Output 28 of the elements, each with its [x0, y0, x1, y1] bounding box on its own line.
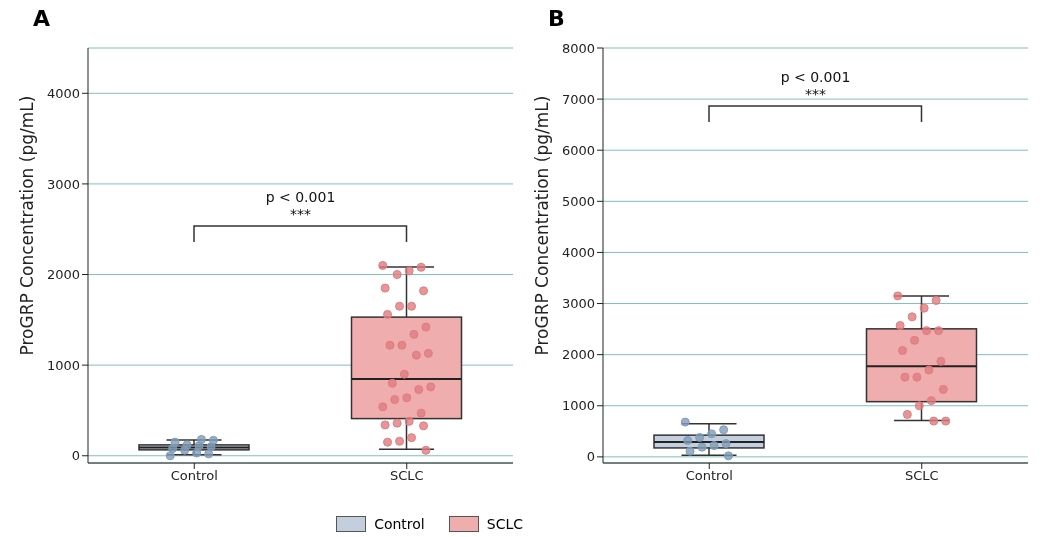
x-tick-label: Control: [170, 468, 218, 484]
annotation: ***: [805, 86, 826, 103]
y-tick-label: 0: [586, 449, 595, 465]
y-tick-label: 6000: [561, 142, 595, 158]
y-axis-title: ProGRP Concentration (pg/mL): [532, 95, 553, 356]
annotation: p < 0.001: [780, 69, 851, 86]
legend-label: Control: [374, 516, 425, 532]
legend-label: SCLC: [486, 516, 523, 532]
y-tick-label: 3000: [561, 296, 595, 312]
y-tick-label: 4000: [561, 245, 595, 261]
chart-title: A: [33, 6, 51, 31]
x-tick-label: SCLC: [904, 468, 939, 484]
y-tick-label: 1000: [561, 398, 595, 414]
y-tick-label: 8000: [561, 40, 595, 56]
y-tick-label: 2000: [561, 347, 595, 363]
annotation: p < 0.001: [265, 189, 336, 206]
annotation: ***: [290, 206, 311, 223]
chart-title: B: [548, 6, 565, 31]
y-tick-label: 5000: [561, 193, 595, 209]
y-axis-title: ProGRP Concentration (pg/mL): [17, 95, 38, 356]
y-tick-label: 0: [71, 448, 80, 464]
y-tick-label: 1000: [46, 357, 80, 373]
y-tick-label: 7000: [561, 91, 595, 107]
x-tick-label: Control: [685, 468, 733, 484]
y-tick-label: 4000: [46, 85, 80, 101]
y-tick-label: 3000: [46, 176, 80, 192]
y-tick-label: 2000: [46, 267, 80, 283]
x-tick-label: SCLC: [389, 468, 424, 484]
